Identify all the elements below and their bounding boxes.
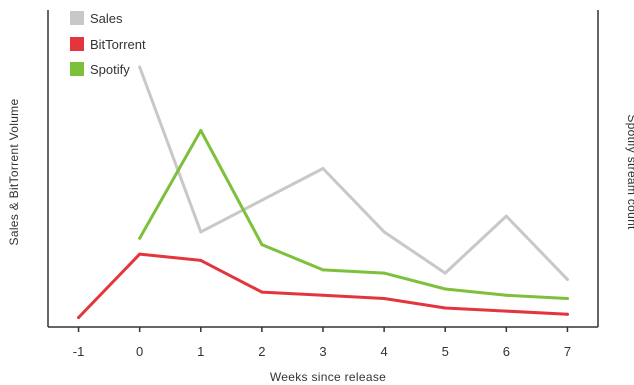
legend-label-bittorrent: BitTorrent (90, 37, 146, 52)
legend: Sales BitTorrent Spotify (70, 11, 146, 77)
series-line-sales (138, 65, 569, 281)
data-point-sales (565, 277, 569, 281)
right-y-axis: Spotify stream count (597, 10, 634, 327)
data-point-bittorrent (504, 309, 508, 313)
x-tick-label: 1 (197, 344, 204, 359)
data-point-spotify (504, 293, 508, 297)
data-point-bittorrent (382, 297, 386, 300)
data-point-spotify (138, 236, 142, 240)
legend-swatch-spotify (70, 62, 84, 76)
x-tick-label: 6 (503, 344, 510, 359)
data-point-spotify (443, 287, 447, 291)
left-y-axis-title: Sales & BitTorrent Volume (7, 99, 21, 246)
data-point-sales (382, 230, 386, 234)
data-point-spotify (321, 268, 325, 272)
x-axis-ticks: -1 0 1 2 3 4 5 6 7 (73, 327, 571, 359)
x-axis-title: Weeks since release (270, 370, 386, 384)
data-point-bittorrent (77, 316, 81, 319)
x-tick-label: 5 (442, 344, 449, 359)
data-point-bittorrent (565, 312, 569, 316)
right-y-axis-title: Spotify stream count (625, 114, 634, 230)
data-point-bittorrent (199, 258, 203, 262)
legend-item-sales: Sales (70, 11, 123, 26)
series-line-spotify (138, 129, 569, 300)
data-point-sales (321, 167, 325, 170)
data-point-sales (260, 198, 264, 202)
data-point-sales (138, 65, 142, 69)
x-tick-label: 3 (319, 344, 326, 359)
legend-label-spotify: Spotify (90, 62, 130, 77)
x-tick-label: 7 (564, 344, 571, 359)
x-tick-label: 2 (258, 344, 265, 359)
data-point-sales (504, 214, 508, 218)
legend-item-bittorrent: BitTorrent (70, 37, 146, 52)
legend-item-spotify: Spotify (70, 62, 130, 77)
data-point-spotify (199, 129, 203, 132)
series-layer (77, 65, 569, 319)
data-point-bittorrent (138, 252, 142, 256)
data-point-bittorrent (321, 293, 325, 297)
data-point-spotify (565, 297, 569, 300)
series-line-bittorrent (77, 252, 569, 319)
x-tick-label: -1 (73, 344, 85, 359)
x-tick-label: 0 (136, 344, 143, 359)
x-tick-label: 4 (380, 344, 387, 359)
x-axis: -1 0 1 2 3 4 5 6 7 Weeks since release (48, 326, 598, 384)
data-point-bittorrent (260, 290, 264, 294)
data-point-spotify (382, 271, 386, 275)
legend-swatch-bittorrent (70, 37, 84, 51)
data-point-spotify (260, 243, 264, 247)
legend-swatch-sales (70, 11, 84, 25)
data-point-sales (443, 271, 447, 275)
legend-label-sales: Sales (90, 11, 123, 26)
data-point-sales (199, 230, 203, 234)
data-point-bittorrent (443, 306, 447, 310)
left-y-axis: Sales & BitTorrent Volume (7, 10, 49, 327)
